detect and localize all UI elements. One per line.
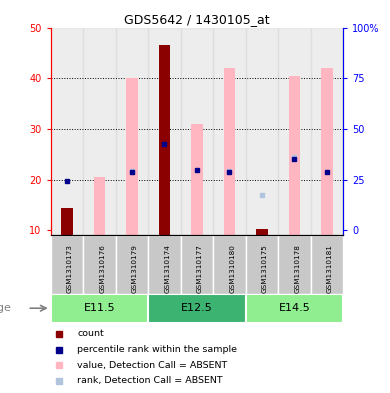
Text: percentile rank within the sample: percentile rank within the sample [77,345,237,354]
Bar [116,235,148,294]
Bar [159,45,170,235]
Bar [246,294,343,323]
Bar [311,28,343,235]
Bar [191,124,203,235]
Text: GSM1310176: GSM1310176 [99,244,105,293]
Bar [61,208,73,235]
Bar [278,28,311,235]
Bar [321,68,333,235]
Text: E14.5: E14.5 [278,303,310,313]
Bar [181,235,213,294]
Text: GSM1310174: GSM1310174 [165,244,170,293]
Bar [148,235,181,294]
Text: count: count [77,329,104,338]
Text: E11.5: E11.5 [83,303,115,313]
Bar [311,235,343,294]
Bar [289,76,300,235]
Bar [116,28,148,235]
Text: GSM1310175: GSM1310175 [262,244,268,293]
Bar [181,28,213,235]
Bar [246,28,278,235]
Text: GSM1310180: GSM1310180 [229,244,236,293]
Bar [148,28,181,235]
Bar [51,235,83,294]
Text: value, Detection Call = ABSENT: value, Detection Call = ABSENT [77,361,227,370]
Text: GSM1310179: GSM1310179 [132,244,138,293]
Bar [83,235,116,294]
Bar [246,235,278,294]
Bar [83,28,116,235]
Bar [51,28,83,235]
Text: age: age [0,303,12,313]
Bar [51,294,148,323]
Bar [148,294,246,323]
Text: GSM1310177: GSM1310177 [197,244,203,293]
Text: GSM1310173: GSM1310173 [67,244,73,293]
Bar [278,235,311,294]
Text: GSM1310181: GSM1310181 [327,244,333,293]
Text: GSM1310178: GSM1310178 [294,244,300,293]
Bar [256,230,268,235]
Bar [94,177,105,235]
Text: E12.5: E12.5 [181,303,213,313]
Text: rank, Detection Call = ABSENT: rank, Detection Call = ABSENT [77,376,223,385]
Bar [126,78,138,235]
Bar [213,235,246,294]
Bar [224,68,235,235]
Title: GDS5642 / 1430105_at: GDS5642 / 1430105_at [124,13,270,26]
Bar [213,28,246,235]
